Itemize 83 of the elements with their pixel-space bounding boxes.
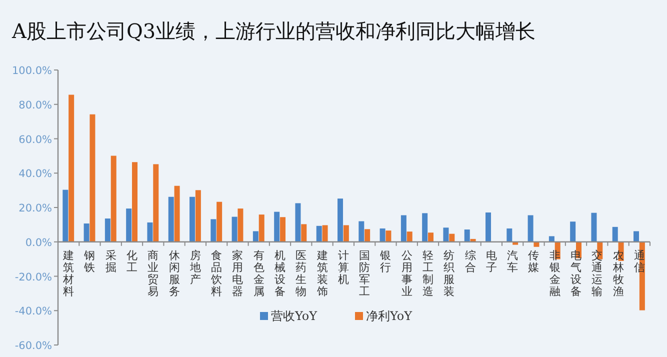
chart-title: A股上市公司Q3业绩，上游行业的营收和净利同比大幅增长	[11, 19, 536, 43]
bar	[528, 215, 534, 242]
bar	[428, 232, 434, 242]
legend-label: 营收YoY	[271, 309, 318, 323]
bar	[274, 212, 280, 242]
bar	[174, 186, 180, 242]
x-tick-label: 计算机	[338, 248, 349, 286]
x-tick-label: 公用事业	[401, 248, 412, 298]
y-tick-label: 40.0%	[18, 168, 52, 180]
bar	[301, 224, 307, 242]
bar	[338, 198, 344, 242]
bar	[210, 219, 216, 242]
bar	[449, 234, 455, 242]
bar	[322, 225, 328, 242]
x-tick-label: 轻工制造	[422, 248, 434, 298]
bar	[252, 231, 258, 242]
bar	[232, 216, 238, 242]
x-tick-label: 家用电器	[232, 248, 244, 298]
bar	[190, 196, 196, 242]
x-tick-label: 纺织服装	[444, 248, 455, 298]
bar	[147, 222, 153, 242]
bar	[280, 217, 286, 242]
bar	[358, 221, 364, 242]
y-tick-label: 100.0%	[12, 65, 52, 77]
bar	[84, 223, 90, 242]
x-tick-label: 食品饮料	[210, 248, 222, 298]
x-tick-label: 电子	[486, 248, 497, 274]
x-tick-label: 银行	[379, 248, 392, 274]
x-tick-label: 机械设备	[274, 248, 286, 298]
y-tick-label: -20.0%	[14, 271, 52, 284]
bar	[534, 242, 540, 247]
bar	[364, 229, 370, 242]
y-tick-label: -40.0%	[14, 306, 52, 318]
x-tick-label: 钢铁	[83, 248, 96, 274]
bar	[386, 230, 392, 242]
bar	[62, 190, 68, 242]
bar	[295, 203, 301, 242]
bar	[400, 215, 406, 242]
x-tick-label: 休闲服务	[168, 248, 180, 298]
bar	[570, 222, 576, 242]
bar	[406, 232, 412, 242]
bar	[380, 228, 386, 242]
legend-label: 净利YoY	[366, 309, 414, 323]
bar	[153, 164, 159, 242]
bar	[506, 228, 512, 242]
bar	[132, 162, 138, 242]
bar	[104, 218, 110, 242]
bar	[126, 208, 132, 242]
x-tick-label: 化工	[126, 248, 138, 274]
x-tick-label: 汽车	[507, 248, 518, 274]
y-tick-label: 20.0%	[18, 202, 52, 214]
x-tick-label: 商业贸易	[148, 248, 159, 298]
x-tick-label: 采掘	[105, 248, 116, 274]
x-tick-label: 国防军工	[359, 248, 370, 298]
bar	[90, 114, 96, 242]
bar	[316, 226, 322, 242]
bar	[591, 212, 597, 242]
bar	[216, 202, 222, 242]
bar	[443, 228, 449, 242]
bar	[422, 213, 428, 242]
x-tick-label: 综合	[464, 248, 476, 274]
bar	[612, 226, 618, 242]
x-tick-label: 建筑装饰	[316, 248, 328, 298]
bar	[464, 230, 470, 242]
bar	[486, 212, 492, 242]
bar	[195, 190, 201, 242]
bar	[68, 94, 74, 242]
bar	[343, 225, 349, 242]
bar	[258, 214, 264, 242]
bar	[548, 236, 554, 242]
x-tick-label: 传媒	[528, 248, 540, 274]
x-tick-label: 医药生物	[296, 248, 307, 298]
bar	[110, 156, 116, 242]
y-tick-label: 0.0%	[25, 236, 52, 249]
bar	[634, 231, 640, 242]
x-tick-label: 房地产	[188, 248, 201, 286]
y-tick-label: 80.0%	[18, 99, 52, 112]
x-tick-label: 有色金属	[253, 248, 264, 298]
y-tick-label: 60.0%	[18, 134, 52, 146]
bar	[168, 196, 174, 242]
bar	[238, 208, 244, 242]
x-tick-label: 建筑材料	[62, 248, 74, 298]
y-tick-label: -60.0%	[14, 340, 52, 352]
